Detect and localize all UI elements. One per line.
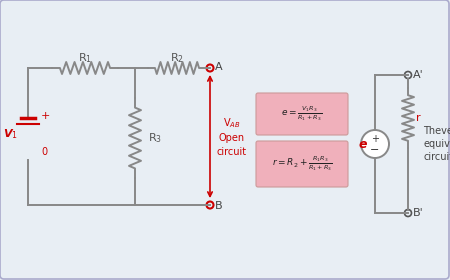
Text: A: A [215, 62, 223, 72]
Text: 0: 0 [41, 147, 47, 157]
Text: V$_{AB}$
Open
circuit: V$_{AB}$ Open circuit [217, 116, 247, 157]
Text: r: r [416, 113, 421, 123]
Text: $r = R_2 + \frac{R_1 R_3}{R_1 + R_3}$: $r = R_2 + \frac{R_1 R_3}{R_1 + R_3}$ [272, 155, 333, 173]
Text: R$_3$: R$_3$ [148, 131, 162, 145]
Text: e: e [359, 137, 367, 151]
FancyBboxPatch shape [256, 93, 348, 135]
Text: Thevenin
equivalent
circuit: Thevenin equivalent circuit [423, 126, 450, 162]
Text: A': A' [413, 70, 424, 80]
Text: $e = \frac{V_1 R_3}{R_1 + R_3}$: $e = \frac{V_1 R_3}{R_1 + R_3}$ [282, 105, 323, 123]
Text: +: + [371, 134, 379, 144]
Text: B': B' [413, 208, 424, 218]
FancyBboxPatch shape [256, 141, 348, 187]
Text: B: B [215, 201, 223, 211]
Circle shape [361, 130, 389, 158]
Text: R$_2$: R$_2$ [170, 51, 184, 65]
Text: +: + [41, 111, 50, 121]
Text: V$_1$: V$_1$ [3, 127, 18, 141]
Text: −: − [370, 145, 380, 155]
Text: R$_1$: R$_1$ [78, 51, 92, 65]
